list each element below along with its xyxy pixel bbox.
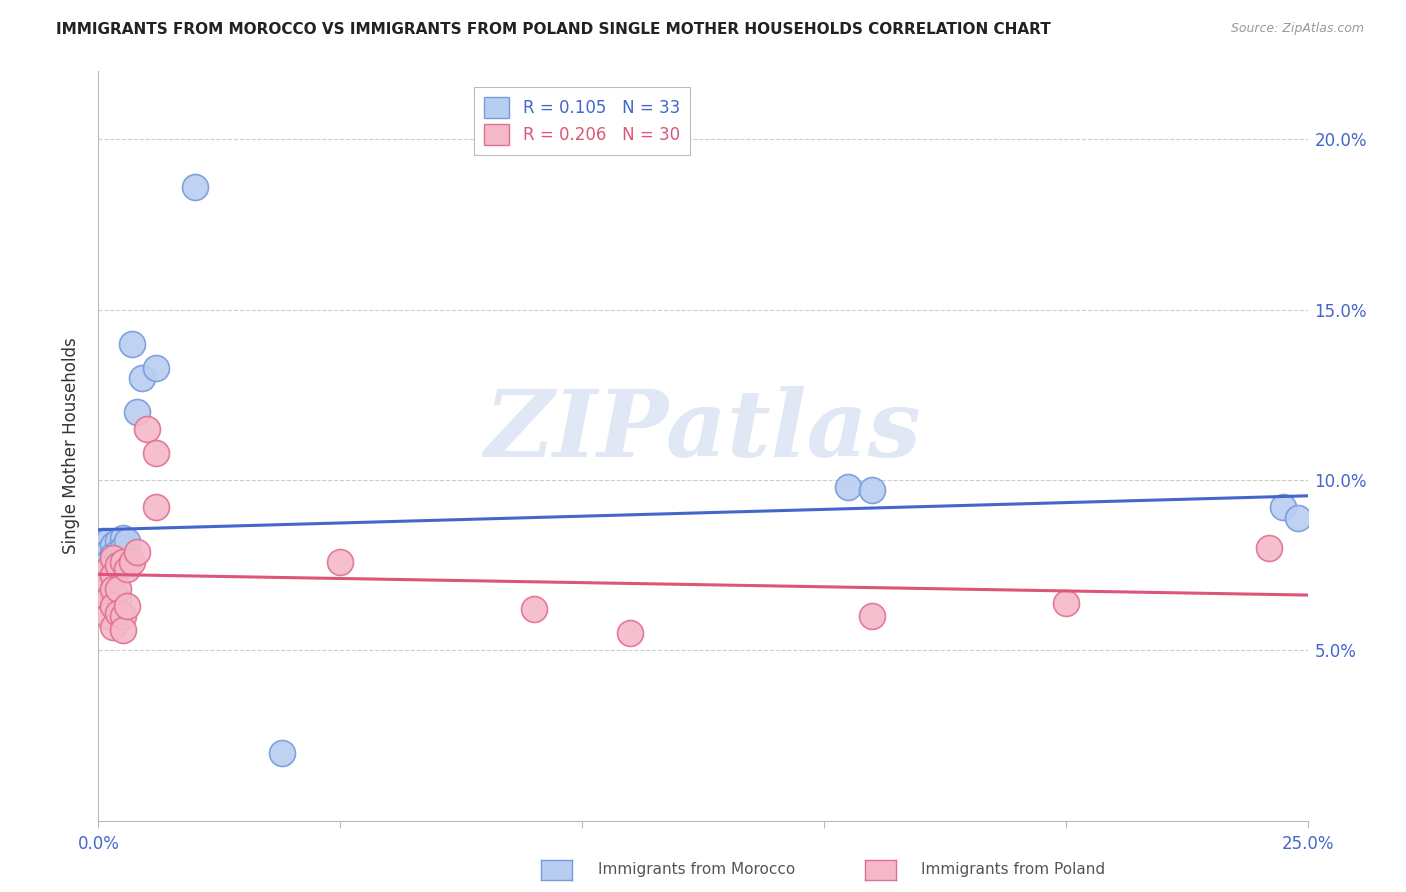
- Point: [107, 592, 129, 607]
- Point: [107, 582, 129, 596]
- Point: [1054, 596, 1077, 610]
- Point: [145, 500, 167, 515]
- Point: [101, 568, 124, 582]
- Point: [97, 579, 120, 593]
- Text: IMMIGRANTS FROM MOROCCO VS IMMIGRANTS FROM POLAND SINGLE MOTHER HOUSEHOLDS CORRE: IMMIGRANTS FROM MOROCCO VS IMMIGRANTS FR…: [56, 22, 1052, 37]
- Point: [111, 609, 134, 624]
- Point: [860, 483, 883, 498]
- Point: [111, 623, 134, 637]
- Point: [619, 626, 641, 640]
- Point: [91, 582, 114, 596]
- Point: [1257, 541, 1279, 556]
- Point: [135, 422, 157, 436]
- Y-axis label: Single Mother Households: Single Mother Households: [62, 338, 80, 554]
- Point: [101, 565, 124, 579]
- Point: [271, 746, 294, 760]
- Text: Immigrants from Morocco: Immigrants from Morocco: [598, 863, 794, 877]
- Point: [860, 609, 883, 624]
- Point: [111, 555, 134, 569]
- Point: [91, 568, 114, 582]
- Point: [101, 619, 124, 633]
- Point: [97, 568, 120, 582]
- Point: [97, 561, 120, 575]
- Point: [1286, 510, 1309, 524]
- Point: [107, 561, 129, 575]
- Point: [107, 606, 129, 620]
- Point: [111, 531, 134, 545]
- Point: [107, 551, 129, 566]
- Point: [117, 561, 139, 575]
- Legend: R = 0.105   N = 33, R = 0.206   N = 30: R = 0.105 N = 33, R = 0.206 N = 30: [474, 87, 690, 154]
- Point: [107, 558, 129, 573]
- Point: [121, 336, 143, 351]
- Text: Immigrants from Poland: Immigrants from Poland: [921, 863, 1105, 877]
- Point: [523, 602, 546, 616]
- Point: [184, 180, 207, 194]
- Point: [101, 558, 124, 573]
- Point: [91, 565, 114, 579]
- Point: [117, 599, 139, 613]
- Point: [97, 544, 120, 558]
- Point: [837, 480, 859, 494]
- Point: [91, 544, 114, 558]
- Text: Source: ZipAtlas.com: Source: ZipAtlas.com: [1230, 22, 1364, 36]
- Point: [97, 592, 120, 607]
- Point: [127, 405, 149, 419]
- Point: [131, 371, 153, 385]
- Point: [97, 534, 120, 549]
- Point: [117, 534, 139, 549]
- Point: [107, 534, 129, 549]
- Point: [91, 534, 114, 549]
- Point: [91, 555, 114, 569]
- Point: [145, 360, 167, 375]
- Point: [111, 541, 134, 556]
- Point: [101, 548, 124, 562]
- Point: [127, 544, 149, 558]
- Point: [97, 575, 120, 590]
- Point: [97, 592, 120, 607]
- Point: [121, 555, 143, 569]
- Point: [101, 599, 124, 613]
- Point: [97, 555, 120, 569]
- Point: [145, 446, 167, 460]
- Point: [97, 609, 120, 624]
- Point: [329, 555, 352, 569]
- Point: [101, 538, 124, 552]
- Point: [101, 582, 124, 596]
- Point: [91, 575, 114, 590]
- Point: [107, 544, 129, 558]
- Point: [1272, 500, 1295, 515]
- Point: [101, 551, 124, 566]
- Text: ZIPatlas: ZIPatlas: [485, 386, 921, 476]
